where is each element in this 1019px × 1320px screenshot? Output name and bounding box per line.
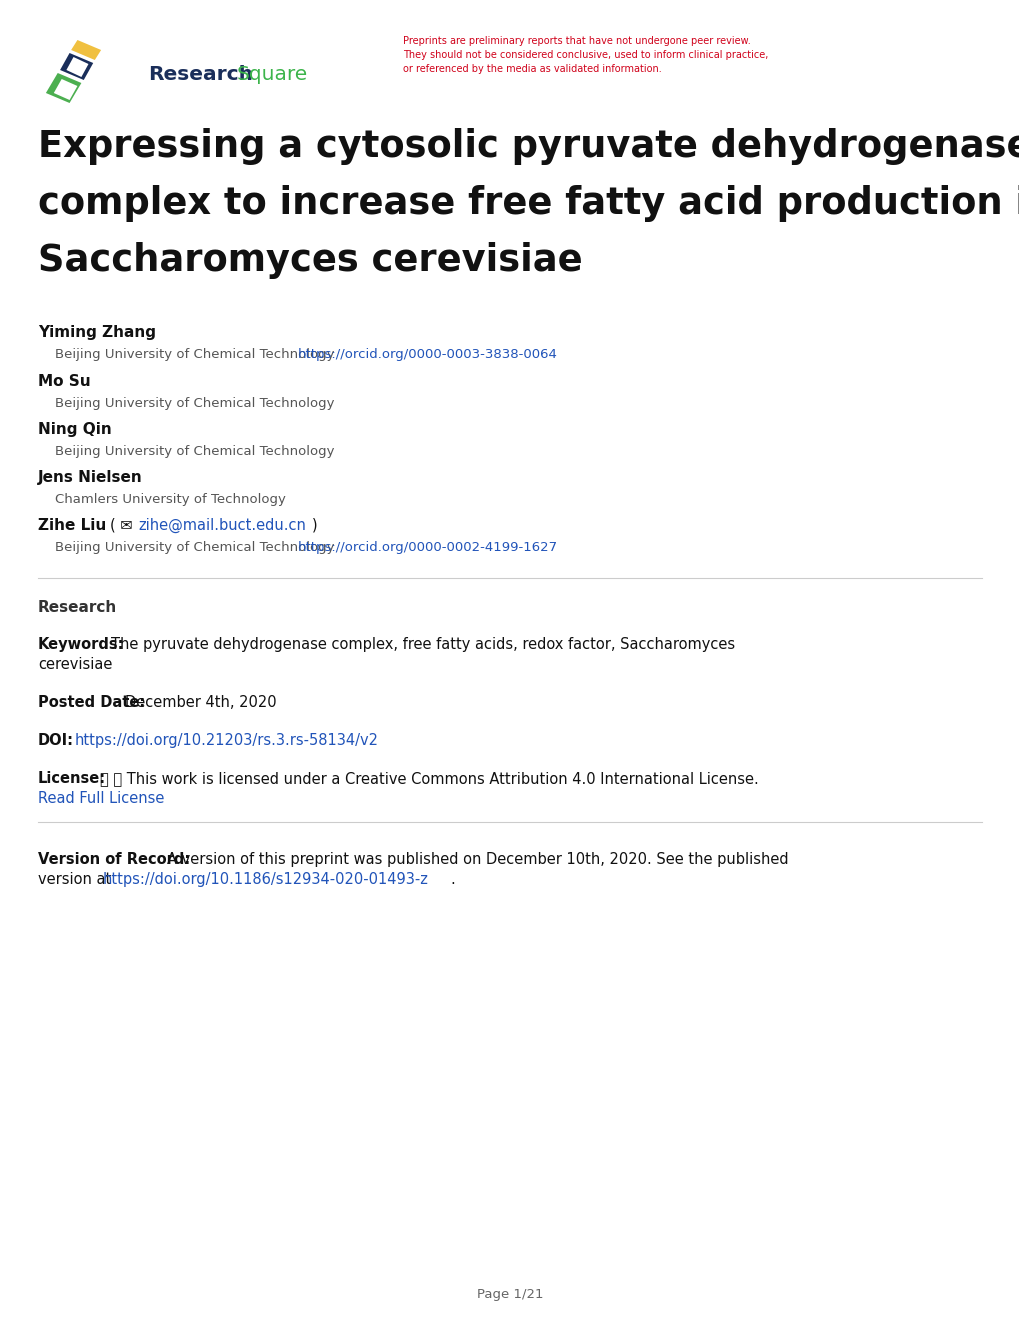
Text: Mo Su: Mo Su <box>38 374 91 389</box>
Text: Keywords:: Keywords: <box>38 638 124 652</box>
Text: Expressing a cytosolic pyruvate dehydrogenase: Expressing a cytosolic pyruvate dehydrog… <box>38 128 1019 165</box>
Text: Page 1/21: Page 1/21 <box>476 1288 543 1302</box>
Text: Version of Record:: Version of Record: <box>38 851 191 867</box>
Text: complex to increase free fatty acid production in: complex to increase free fatty acid prod… <box>38 185 1019 222</box>
Text: The pyruvate dehydrogenase complex, free fatty acids, redox factor, Saccharomyce: The pyruvate dehydrogenase complex, free… <box>111 638 735 652</box>
Text: Square: Square <box>236 66 308 84</box>
Text: Chamlers University of Technology: Chamlers University of Technology <box>55 492 285 506</box>
Text: Ning Qin: Ning Qin <box>38 422 112 437</box>
Text: https://orcid.org/0000-0003-3838-0064: https://orcid.org/0000-0003-3838-0064 <box>298 348 557 360</box>
Text: cerevisiae: cerevisiae <box>38 657 112 672</box>
Text: Yiming Zhang: Yiming Zhang <box>38 325 156 341</box>
Text: December 4th, 2020: December 4th, 2020 <box>125 696 276 710</box>
Polygon shape <box>71 40 101 59</box>
Text: .: . <box>449 873 454 887</box>
Text: ⓒ ⓘ This work is licensed under a Creative Commons Attribution 4.0 International: ⓒ ⓘ This work is licensed under a Creati… <box>100 771 758 785</box>
Polygon shape <box>66 57 89 77</box>
Polygon shape <box>54 79 77 100</box>
Text: Posted Date:: Posted Date: <box>38 696 145 710</box>
Text: https://orcid.org/0000-0002-4199-1627: https://orcid.org/0000-0002-4199-1627 <box>298 541 557 554</box>
Text: https://doi.org/10.21203/rs.3.rs-58134/v2: https://doi.org/10.21203/rs.3.rs-58134/v… <box>75 733 379 748</box>
Text: version at: version at <box>38 873 116 887</box>
Text: Saccharomyces cerevisiae: Saccharomyces cerevisiae <box>38 242 582 279</box>
Text: A version of this preprint was published on December 10th, 2020. See the publish: A version of this preprint was published… <box>167 851 788 867</box>
Text: Beijing University of Chemical Technology: Beijing University of Chemical Technolog… <box>55 397 334 411</box>
Text: or referenced by the media as validated information.: or referenced by the media as validated … <box>403 63 661 74</box>
Text: Beijing University of Chemical Technology: Beijing University of Chemical Technolog… <box>55 541 334 554</box>
Text: Jens Nielsen: Jens Nielsen <box>38 470 143 484</box>
Text: Research: Research <box>148 66 253 84</box>
Text: https://doi.org/10.1186/s12934-020-01493-z: https://doi.org/10.1186/s12934-020-01493… <box>103 873 428 887</box>
Text: DOI:: DOI: <box>38 733 74 748</box>
Text: Zihe Liu: Zihe Liu <box>38 517 106 533</box>
Polygon shape <box>60 53 93 81</box>
Text: Beijing University of Chemical Technology: Beijing University of Chemical Technolog… <box>55 348 334 360</box>
Text: Research: Research <box>38 601 117 615</box>
Text: zihe@mail.buct.edu.cn: zihe@mail.buct.edu.cn <box>138 517 306 533</box>
Text: ): ) <box>312 517 317 533</box>
Text: They should not be considered conclusive, used to inform clinical practice,: They should not be considered conclusive… <box>403 50 767 59</box>
Text: License:: License: <box>38 771 106 785</box>
Text: Beijing University of Chemical Technology: Beijing University of Chemical Technolog… <box>55 445 334 458</box>
Text: Read Full License: Read Full License <box>38 791 164 807</box>
Text: ( ✉: ( ✉ <box>110 517 138 533</box>
Polygon shape <box>46 73 82 103</box>
Text: Preprints are preliminary reports that have not undergone peer review.: Preprints are preliminary reports that h… <box>403 36 750 46</box>
